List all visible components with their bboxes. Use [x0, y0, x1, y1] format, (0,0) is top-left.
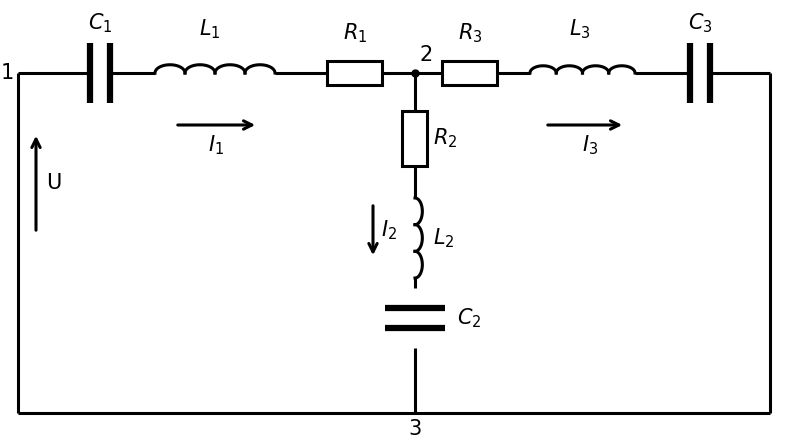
- Text: $I_2$: $I_2$: [381, 219, 397, 242]
- Text: $R_1$: $R_1$: [343, 21, 367, 45]
- Bar: [443, 61, 497, 85]
- Bar: [403, 110, 428, 166]
- Text: 1: 1: [1, 63, 14, 83]
- Text: $I_3$: $I_3$: [582, 133, 598, 156]
- Text: 2: 2: [420, 45, 433, 65]
- Text: $C_2$: $C_2$: [457, 306, 481, 330]
- Text: $L_2$: $L_2$: [433, 226, 455, 250]
- Text: 3: 3: [408, 419, 422, 439]
- Text: $I_1$: $I_1$: [209, 133, 225, 156]
- Text: $R_2$: $R_2$: [433, 126, 457, 150]
- Text: $C_3$: $C_3$: [688, 12, 712, 35]
- Text: U: U: [46, 173, 61, 193]
- Text: $C_1$: $C_1$: [87, 12, 112, 35]
- Bar: [328, 61, 382, 85]
- Text: $L_3$: $L_3$: [569, 17, 591, 41]
- Text: $R_3$: $R_3$: [458, 21, 482, 45]
- Text: $L_1$: $L_1$: [199, 17, 221, 41]
